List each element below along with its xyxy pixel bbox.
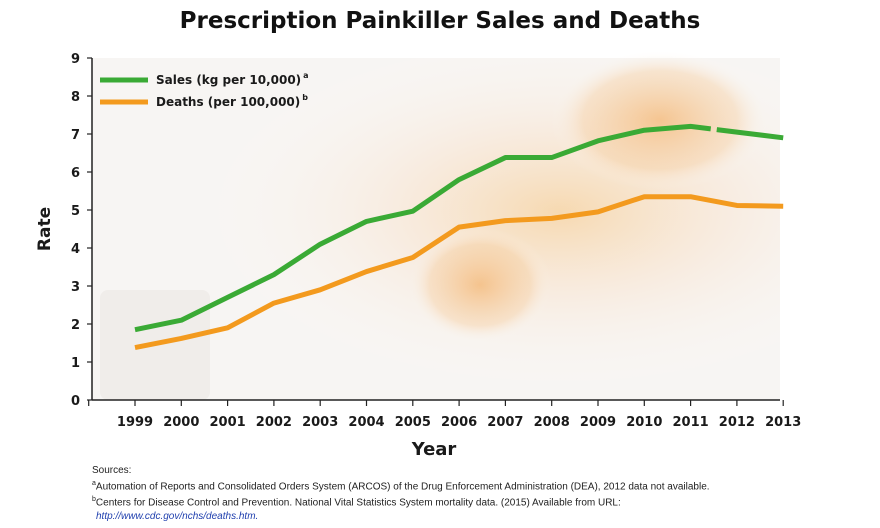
source-a: aAutomation of Reports and Consolidated … bbox=[92, 477, 710, 493]
x-tick-label: 2009 bbox=[580, 415, 616, 430]
y-tick-label: 1 bbox=[71, 356, 80, 371]
x-tick-label: 2006 bbox=[441, 415, 477, 430]
x-tick-label: 2002 bbox=[256, 415, 292, 430]
x-axis-label: Year bbox=[411, 439, 457, 460]
source-b-text: Centers for Disease Control and Preventi… bbox=[95, 497, 621, 509]
x-tick-label: 2000 bbox=[163, 415, 199, 430]
legend: Sales (kg per 10,000) a Deaths (per 100,00… bbox=[100, 71, 309, 109]
y-axis-ticks: 0 1 2 3 4 5 6 7 8 9 bbox=[71, 52, 92, 409]
x-tick-label: 2012 bbox=[719, 415, 755, 430]
x-tick-label: 2004 bbox=[348, 415, 384, 430]
source-a-marker: a bbox=[92, 480, 96, 487]
y-axis-label: Rate bbox=[35, 207, 55, 251]
y-tick-label: 4 bbox=[71, 242, 80, 257]
source-a-text: Automation of Reports and Consolidated O… bbox=[95, 481, 710, 493]
y-tick-label: 5 bbox=[71, 204, 80, 219]
x-tick-label: 2010 bbox=[626, 415, 662, 430]
series-line-sales bbox=[134, 123, 712, 333]
x-tick-label: 2001 bbox=[210, 415, 246, 430]
sources-title: Sources: bbox=[92, 465, 132, 476]
y-tick-label: 6 bbox=[71, 166, 80, 181]
axes bbox=[91, 58, 780, 401]
chart-title: Prescription Painkiller Sales and Deaths bbox=[179, 8, 701, 34]
legend-entry: Sales (kg per 10,000) a bbox=[156, 71, 309, 87]
x-tick-label: 2003 bbox=[302, 415, 338, 430]
sources: Sources: aAutomation of Reports and Cons… bbox=[92, 464, 710, 523]
y-tick-label: 9 bbox=[71, 52, 80, 67]
series-layer bbox=[134, 123, 784, 351]
x-tick-label: 2013 bbox=[765, 415, 801, 430]
x-tick-label: 2007 bbox=[487, 415, 523, 430]
x-tick-label: 1999 bbox=[117, 415, 153, 430]
y-tick-label: 3 bbox=[71, 280, 80, 295]
y-tick-label: 2 bbox=[71, 318, 80, 333]
source-url-link[interactable]: http://www.cdc.gov/nchs/deaths.htm. bbox=[96, 510, 259, 522]
y-tick-label: 8 bbox=[71, 90, 80, 105]
x-tick-label: 2008 bbox=[534, 415, 570, 430]
x-axis-ticks: 1999 2000 2001 2002 2003 2004 2005 2006 2007 2008… bbox=[88, 400, 801, 430]
x-tick-label: 2005 bbox=[395, 415, 431, 430]
y-tick-label: 0 bbox=[71, 394, 80, 409]
x-tick-label: 2011 bbox=[673, 415, 709, 430]
source-b-marker: b bbox=[92, 496, 96, 504]
y-tick-label: 7 bbox=[71, 128, 80, 143]
source-b: bCenters for Disease Control and Prevent… bbox=[92, 493, 710, 509]
legend-entry: Deaths (per 100,000) b bbox=[156, 93, 308, 109]
